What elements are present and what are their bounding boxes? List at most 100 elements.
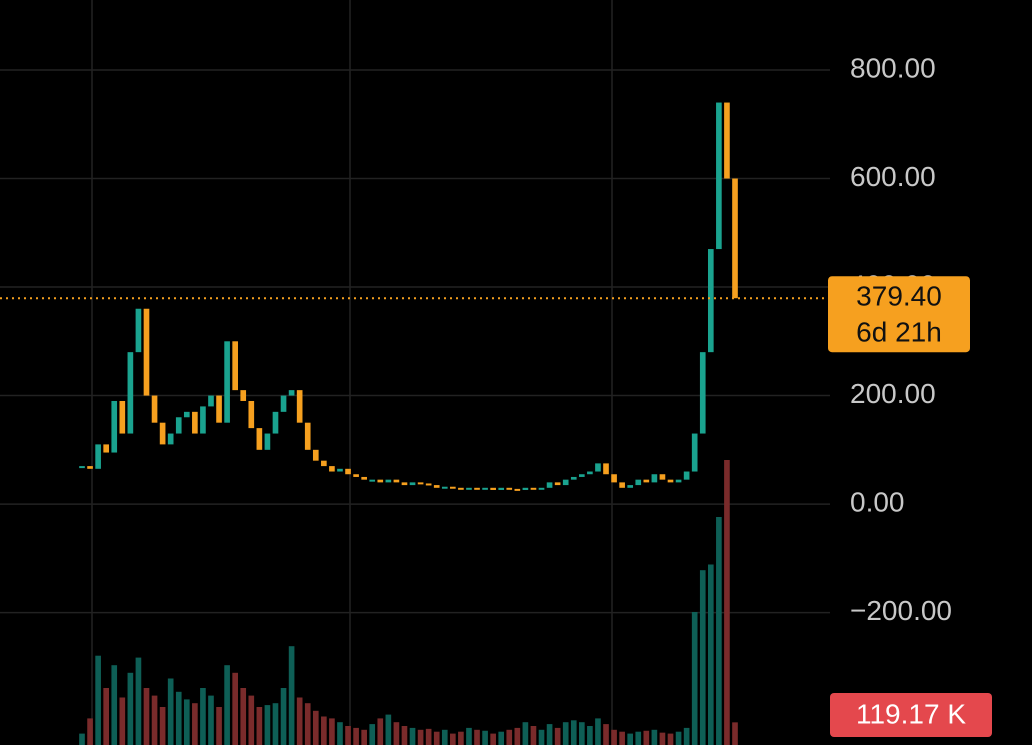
volume-bar [627, 733, 634, 745]
volume-bar [296, 697, 303, 745]
candle [506, 487, 513, 490]
volume-bar [724, 460, 730, 745]
candle [345, 468, 351, 475]
candle [490, 487, 496, 490]
candle [296, 390, 303, 423]
volume-bar [369, 724, 376, 745]
countdown-label: 6d 21h [856, 317, 942, 348]
volume-bar [490, 733, 496, 745]
y-tick-label: 600.00 [850, 161, 936, 192]
candle [619, 482, 625, 488]
volume-bar [732, 722, 738, 745]
candle [707, 249, 714, 353]
candle [248, 400, 255, 429]
candle [587, 471, 593, 475]
price-label-box [828, 276, 970, 353]
candle [272, 411, 279, 434]
candle [514, 488, 521, 491]
volume-bar [691, 612, 698, 745]
volume-bar [409, 727, 416, 745]
candle [280, 395, 287, 412]
candle [87, 466, 93, 469]
volume-bar [288, 646, 295, 745]
volume-bar [272, 703, 279, 745]
volume-bar [280, 688, 287, 745]
candle [441, 486, 448, 489]
volume-bar [603, 724, 609, 745]
candle [216, 395, 222, 423]
volume-bar [699, 570, 706, 745]
candle [466, 487, 472, 490]
candle [264, 433, 271, 450]
volume-bar [482, 730, 488, 745]
candle [611, 474, 617, 483]
candle [691, 433, 698, 472]
candle [724, 102, 730, 179]
candle [482, 487, 488, 490]
candle [627, 485, 634, 488]
candle [208, 395, 214, 407]
candle [200, 406, 206, 434]
volume-bar [159, 707, 166, 745]
candle [304, 422, 311, 450]
candle [135, 308, 142, 353]
volume-bar [361, 729, 367, 745]
volume-bar [659, 732, 666, 745]
volume-bar [619, 731, 625, 745]
candle [167, 433, 174, 445]
volume-bar [111, 665, 118, 745]
candle [111, 400, 118, 453]
volume-bar [248, 695, 255, 745]
volume-bar [216, 707, 222, 745]
candle [79, 466, 85, 469]
candle [312, 449, 319, 461]
volume-bar [401, 726, 408, 745]
candle [409, 482, 416, 486]
candle [232, 341, 238, 391]
volume-bar [79, 733, 85, 745]
candle [353, 474, 359, 477]
y-tick-label: 200.00 [850, 378, 936, 409]
volume-bar [587, 726, 593, 745]
volume-bar [466, 727, 472, 745]
volume-bar [595, 718, 601, 745]
volume-bar [530, 726, 537, 745]
candle [95, 444, 101, 469]
volume-bar [167, 678, 174, 745]
candle [474, 487, 480, 490]
price-label: 379.40 [856, 281, 942, 312]
candle [151, 395, 158, 423]
volume-bar [329, 718, 335, 745]
volume-bar [127, 672, 134, 745]
candle [595, 463, 601, 472]
candle [433, 485, 440, 488]
volume-bar [474, 729, 480, 745]
candle [361, 476, 367, 480]
y-tick-label: −200.00 [850, 595, 952, 626]
volume-bar [175, 691, 182, 745]
candle [450, 486, 456, 489]
candle [103, 444, 110, 453]
volume-bar [651, 729, 658, 745]
candle [425, 483, 432, 486]
candle [393, 479, 400, 483]
y-tick-label: 0.00 [850, 486, 905, 517]
volume-bar [707, 564, 714, 745]
volume-bar [498, 731, 505, 745]
volume-bar [450, 733, 456, 745]
volume-bar [304, 703, 311, 745]
volume-bar [458, 731, 464, 745]
volume-bar [240, 688, 247, 745]
volume-bar [570, 720, 577, 745]
candle [522, 487, 529, 490]
candle [643, 479, 650, 483]
volume-bar [135, 657, 142, 745]
candle [651, 474, 658, 483]
candle [675, 479, 682, 483]
y-tick-label: 800.00 [850, 52, 936, 83]
volume-bar [433, 731, 440, 745]
volume-bar [208, 695, 214, 745]
volume-bar [716, 517, 722, 745]
volume-bar [232, 672, 238, 745]
